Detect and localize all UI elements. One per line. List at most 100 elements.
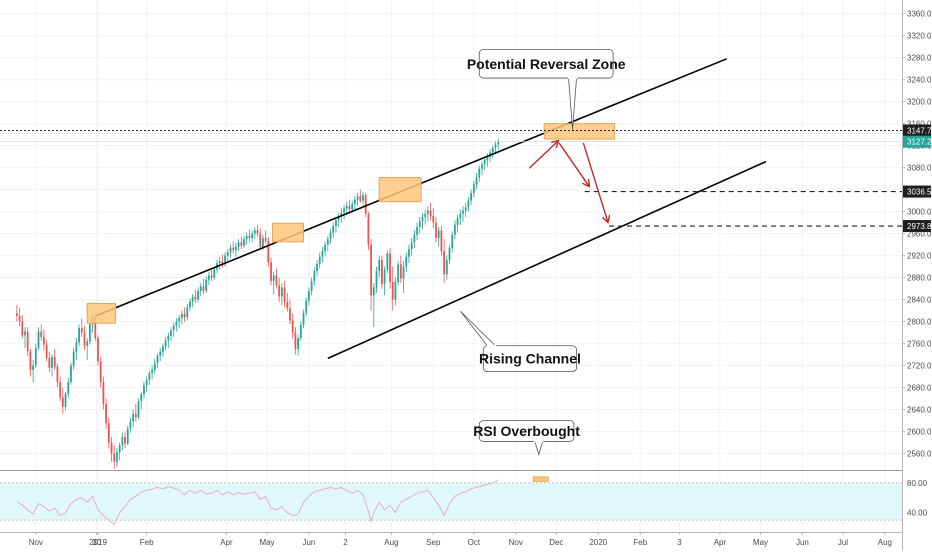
candle [475,173,478,190]
candle [235,242,237,257]
candle [148,371,151,385]
candle [408,244,410,264]
candle-body [491,147,494,153]
price-tag-label: 3127.2 [907,138,932,147]
candle [129,417,132,433]
candle-body [48,357,51,368]
callout-pointer [460,310,497,347]
candle [126,426,129,446]
candle-body [305,300,308,313]
price-tick-label: 2760.0 [907,340,932,349]
candle-body [397,264,400,282]
resistance-zone [271,222,305,243]
candle-body [26,331,29,352]
candle-body [324,244,327,252]
candle-body [448,247,451,261]
candle-body [224,255,226,265]
candle-body [310,280,313,291]
candle-body [410,242,413,250]
candle-body [299,324,302,339]
candle-body [359,196,362,201]
candle [275,268,278,289]
candle-body [170,330,172,336]
candle [302,309,305,329]
candle [467,197,470,212]
candle [299,321,302,342]
candle-body [72,351,75,366]
candle-body [75,342,78,352]
candle [159,347,162,362]
candle [264,230,267,244]
candle [443,239,446,284]
candle [356,192,359,207]
candle [97,335,99,366]
candle-body [21,321,24,336]
candle-body [186,307,189,318]
candle [180,310,183,325]
candle [56,363,59,388]
candle [121,432,124,451]
candle-body [362,195,364,201]
candle [32,360,35,383]
candle [426,206,429,222]
time-tick-label: Apr [714,538,727,547]
rsi-overbought-marker [532,476,549,482]
candle-body [53,356,56,367]
candle [337,212,340,228]
candle [326,235,329,252]
candle [435,217,437,243]
candle [278,277,281,302]
candle [213,266,216,280]
candle [102,376,105,410]
callout-pointer [534,441,544,456]
candle [381,255,383,289]
candle-body [78,328,80,343]
candle [191,294,194,308]
candle-body [180,313,183,319]
price-tick-label: 3160.0 [907,120,932,129]
candle [383,266,386,296]
time-tick-label: Jul [838,538,848,547]
candle-body [343,208,345,213]
candle-body [353,199,356,204]
candle [107,417,110,449]
candle-body [34,347,37,366]
candle-body [99,361,102,383]
candle [124,431,126,449]
candle [67,377,70,398]
candle-body [64,394,67,407]
candle [321,246,324,263]
price-tag-bg [903,220,931,233]
candle [151,365,153,380]
candle [440,225,443,256]
candle-body [289,308,291,321]
candle [462,206,464,222]
candle [161,343,164,357]
candle [53,349,56,370]
candle [394,277,397,306]
candle [240,236,243,250]
candle [88,321,91,345]
candle [145,376,148,392]
candle-body [197,290,199,300]
candle [170,327,172,341]
candle [83,325,86,351]
candle [308,287,310,306]
candle-body [105,404,108,424]
candle-body [426,210,429,214]
time-tick-label: May [259,538,274,547]
candle [34,343,37,368]
candle [110,437,113,462]
price-tick-label: 3080.0 [907,164,932,173]
time-tick-label: 2 [343,538,348,547]
candle-body [340,212,343,217]
candle [286,292,289,312]
candle-body [291,320,294,333]
projection-arrow [582,142,607,222]
candle [205,276,208,293]
candle [43,329,45,351]
candle [345,201,348,215]
candle [105,398,108,429]
time-tick-label: May [753,538,768,547]
